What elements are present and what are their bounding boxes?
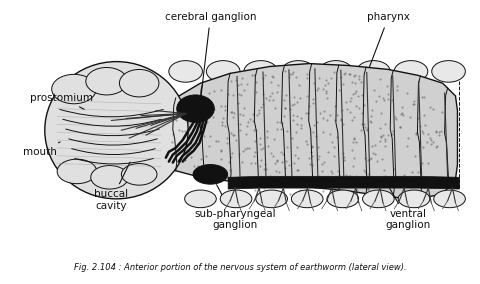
Ellipse shape	[256, 190, 288, 208]
Text: mouth: mouth	[23, 142, 60, 157]
Ellipse shape	[327, 190, 359, 208]
Ellipse shape	[434, 190, 466, 208]
Polygon shape	[156, 64, 457, 199]
Ellipse shape	[169, 60, 203, 82]
Text: sub-pharyngeal
ganglion: sub-pharyngeal ganglion	[194, 185, 276, 230]
Ellipse shape	[121, 164, 157, 185]
Ellipse shape	[281, 60, 315, 82]
Ellipse shape	[319, 60, 353, 82]
Text: cerebral ganglion: cerebral ganglion	[165, 12, 256, 98]
Text: Fig. 2.104 : Anterior portion of the nervous system of earthworm (lateral view).: Fig. 2.104 : Anterior portion of the ner…	[74, 263, 406, 272]
Polygon shape	[228, 176, 459, 189]
Ellipse shape	[357, 60, 390, 82]
Text: buccal
cavity: buccal cavity	[95, 162, 130, 211]
Text: pharynx: pharynx	[367, 12, 410, 67]
Ellipse shape	[291, 190, 323, 208]
Ellipse shape	[398, 190, 430, 208]
Text: ventral
ganglion: ventral ganglion	[385, 189, 431, 230]
Ellipse shape	[57, 159, 96, 184]
Ellipse shape	[45, 62, 188, 199]
Ellipse shape	[220, 190, 252, 208]
Ellipse shape	[86, 68, 127, 95]
Text: prostomium: prostomium	[30, 93, 94, 109]
Ellipse shape	[52, 74, 96, 104]
Ellipse shape	[177, 95, 214, 122]
Ellipse shape	[394, 60, 428, 82]
Ellipse shape	[120, 70, 159, 97]
Ellipse shape	[244, 60, 277, 82]
Ellipse shape	[206, 60, 240, 82]
Ellipse shape	[362, 190, 394, 208]
Ellipse shape	[91, 166, 128, 189]
Ellipse shape	[185, 190, 216, 208]
Ellipse shape	[432, 60, 466, 82]
Ellipse shape	[193, 164, 228, 184]
